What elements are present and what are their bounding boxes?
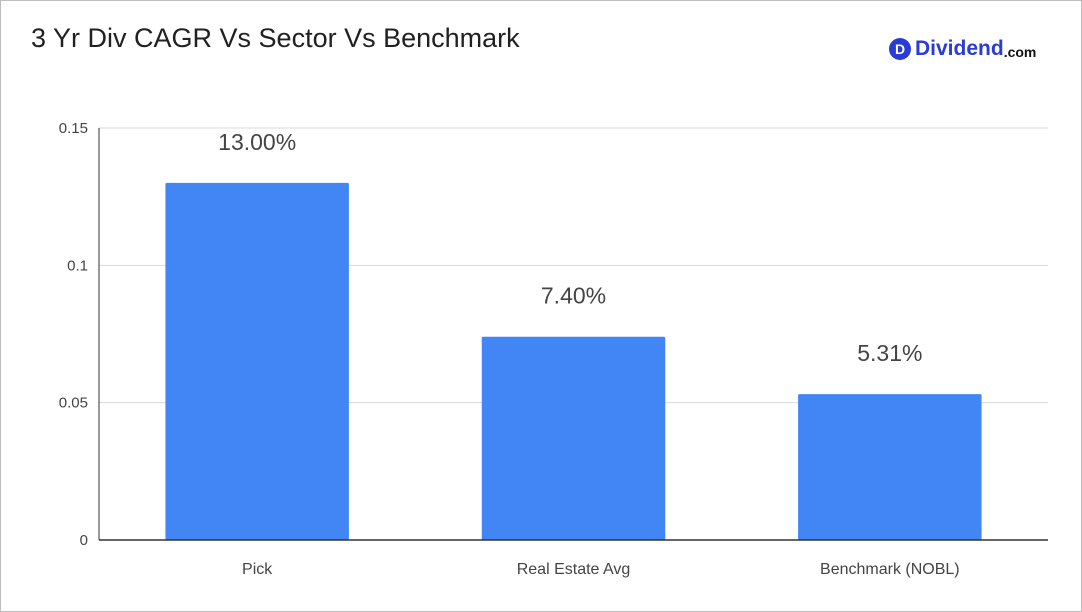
dividend-logo[interactable]: D Dividend .com xyxy=(889,37,1036,61)
y-tick-label: 0.05 xyxy=(59,395,88,412)
data-label: 5.31% xyxy=(857,340,922,366)
y-tick-label: 0 xyxy=(80,532,88,549)
data-label: 13.00% xyxy=(218,129,296,155)
x-tick-label: Benchmark (NOBL) xyxy=(820,561,960,578)
bar xyxy=(798,394,982,540)
dividend-logo-tld: .com xyxy=(1003,43,1037,60)
bars xyxy=(165,182,982,540)
axes: 0 0.05 0.1 0.15 Pick Real Estate Avg Benchmark… xyxy=(59,120,1048,578)
data-label: 7.40% xyxy=(541,283,606,309)
x-tick-label: Pick xyxy=(242,561,273,578)
x-tick-label: Real Estate Avg xyxy=(517,561,631,578)
dividend-logo-name: Dividend xyxy=(915,37,1004,60)
data-labels: 13.00% 7.40% 5.31% xyxy=(218,129,922,366)
y-tick-label: 0.1 xyxy=(67,257,88,274)
chart-title: 3 Yr Div CAGR Vs Sector Vs Benchmark xyxy=(31,23,520,53)
y-tick-label: 0.15 xyxy=(59,120,88,137)
bar xyxy=(481,336,666,540)
bar xyxy=(165,182,349,540)
dividend-logo-icon: D xyxy=(889,38,911,60)
